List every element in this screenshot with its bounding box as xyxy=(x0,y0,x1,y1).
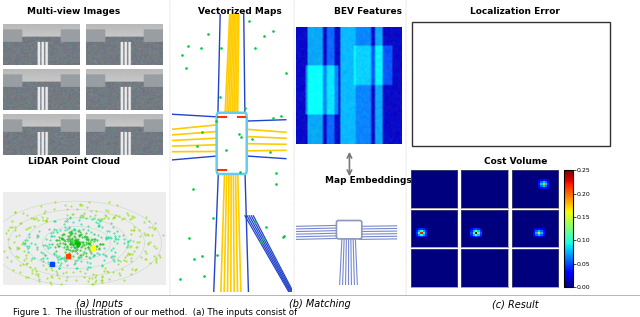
Text: Head:  0.055 deg: Head: 0.055 deg xyxy=(422,110,509,120)
Text: Multi-view Images: Multi-view Images xyxy=(27,7,120,16)
Text: Vectorized Maps: Vectorized Maps xyxy=(198,7,282,16)
Text: Lon.:   0.035 m: Lon.: 0.035 m xyxy=(422,48,497,58)
Text: BEV Features: BEV Features xyxy=(334,7,402,16)
FancyBboxPatch shape xyxy=(337,221,362,239)
Text: Figure 1.  The illustration of our method.  (a) The inputs consist of: Figure 1. The illustration of our method… xyxy=(13,308,297,317)
Text: Map Embeddings: Map Embeddings xyxy=(324,176,412,185)
Text: Lat.:    0.026 m: Lat.: 0.026 m xyxy=(422,79,498,89)
Text: Localization Error: Localization Error xyxy=(470,7,560,16)
Text: (c) Result: (c) Result xyxy=(492,299,538,309)
Text: Cost Volume: Cost Volume xyxy=(483,157,547,166)
FancyBboxPatch shape xyxy=(216,113,247,174)
Text: (b) Matching: (b) Matching xyxy=(289,299,351,309)
Text: (a) Inputs: (a) Inputs xyxy=(76,299,123,309)
FancyBboxPatch shape xyxy=(412,22,610,146)
Text: LiDAR Point Cloud: LiDAR Point Cloud xyxy=(28,157,120,166)
